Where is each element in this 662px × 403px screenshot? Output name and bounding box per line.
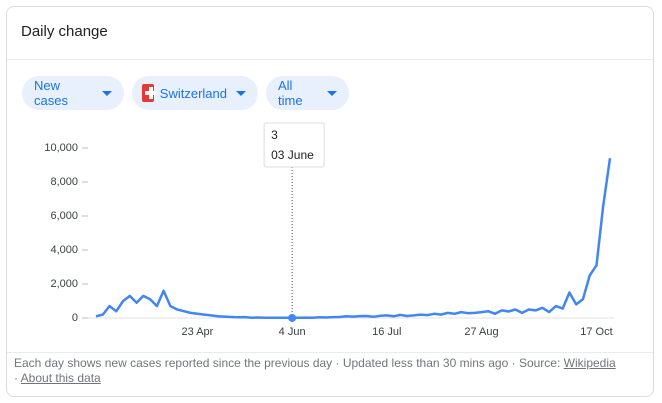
y-tick-label: 4,000 xyxy=(50,244,78,256)
period-chip[interactable]: All time xyxy=(266,76,349,110)
about-link[interactable]: About this data xyxy=(20,371,101,385)
caret xyxy=(327,90,337,96)
x-tick-label: 27 Aug xyxy=(464,326,498,338)
caret xyxy=(236,90,246,96)
tooltip-label: 03 June xyxy=(271,148,314,162)
x-tick-label: 17 Oct xyxy=(580,326,612,338)
tooltip-value: 3 xyxy=(271,128,278,142)
y-tick-label: 10,000 xyxy=(44,142,78,154)
metric-chip[interactable]: New cases xyxy=(22,76,124,110)
y-tick-label: 0 xyxy=(72,312,78,324)
x-tick-label: 16 Jul xyxy=(372,326,401,338)
y-tick-label: 8,000 xyxy=(50,176,78,188)
caret xyxy=(102,90,112,96)
footer: Each day shows new cases reported since … xyxy=(14,356,634,386)
divider xyxy=(7,352,653,353)
source-link[interactable]: Wikipedia xyxy=(563,356,616,370)
x-tick-label: 4 Jun xyxy=(279,326,306,338)
divider xyxy=(7,59,653,60)
tooltip-point xyxy=(288,313,297,322)
chip-label: All time xyxy=(278,78,303,108)
footer-note: Each day shows new cases reported since … xyxy=(14,356,561,370)
card: Daily change New cases Switzerland All t… xyxy=(6,6,654,397)
flag xyxy=(142,84,157,102)
y-tick-label: 2,000 xyxy=(50,278,78,290)
card-title: Daily change xyxy=(21,23,108,40)
series-line xyxy=(95,158,612,320)
separator: · xyxy=(14,371,18,385)
chip-label: New cases xyxy=(34,78,68,108)
chip-label: Switzerland xyxy=(159,85,227,101)
tooltip-box xyxy=(263,122,325,168)
x-tick-label: 23 Apr xyxy=(182,326,214,338)
location-chip[interactable]: Switzerland xyxy=(132,76,258,110)
y-tick-label: 6,000 xyxy=(50,210,78,222)
